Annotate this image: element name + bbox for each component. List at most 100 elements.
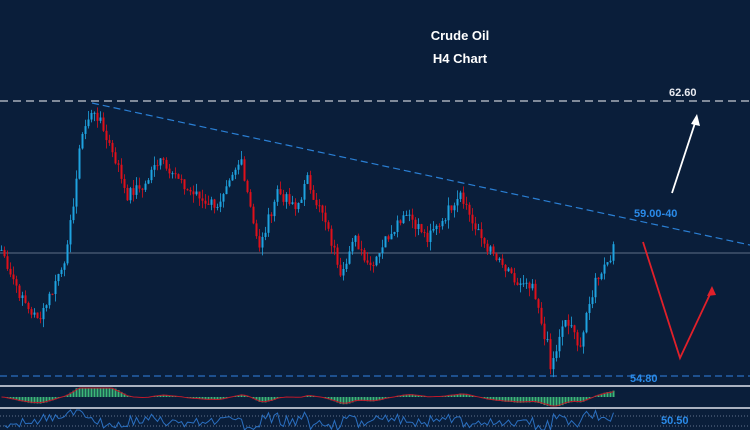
candle (297, 202, 300, 210)
candle (603, 264, 606, 274)
candle (612, 244, 615, 261)
candle (54, 281, 57, 295)
candle (147, 180, 150, 184)
candle (153, 165, 156, 170)
candle (594, 277, 597, 298)
candle (84, 126, 87, 134)
candle (291, 202, 294, 205)
candle (81, 133, 84, 149)
candle (132, 188, 135, 195)
candle (492, 246, 495, 254)
candle (87, 119, 90, 127)
candle (159, 158, 162, 166)
candle (174, 173, 177, 175)
candle (90, 113, 93, 120)
candle (51, 293, 54, 295)
chart-title: Crude Oil (430, 28, 490, 43)
candle (99, 117, 102, 121)
candle (45, 305, 48, 308)
forecast-up-arrow (671, 119, 697, 194)
candle (36, 312, 39, 319)
candle (150, 169, 153, 181)
candle (588, 304, 591, 313)
candle (519, 283, 522, 285)
candle (423, 232, 426, 234)
candle (534, 283, 537, 300)
candle (177, 174, 180, 179)
candle (528, 282, 531, 289)
candle (516, 282, 519, 285)
candle (390, 233, 393, 240)
candle (96, 112, 99, 121)
candle (57, 273, 60, 282)
descending-trendline (91, 102, 750, 246)
candle (273, 201, 276, 217)
candle (267, 214, 270, 233)
candle (435, 225, 438, 230)
candle (459, 192, 462, 199)
candle (402, 215, 405, 224)
candle (3, 249, 6, 257)
candle (531, 283, 534, 289)
candle (333, 245, 336, 248)
candle (453, 205, 456, 211)
forecast-down-arrowhead (707, 286, 716, 296)
candle (33, 312, 36, 315)
candle (405, 214, 408, 216)
candle (108, 140, 111, 143)
candles-group (0, 107, 615, 378)
level-label-59-00-40: 59.00-40 (634, 208, 678, 220)
candle (195, 191, 198, 195)
candle (129, 188, 132, 201)
candle (30, 309, 33, 315)
candle (186, 189, 189, 191)
candle (234, 169, 237, 175)
candle (9, 268, 12, 275)
candle (558, 336, 561, 352)
candle (123, 178, 126, 188)
candle (441, 220, 444, 227)
candle (510, 268, 513, 274)
candle (339, 264, 342, 276)
candle (315, 199, 318, 206)
candle (609, 260, 612, 263)
candle (582, 332, 585, 347)
candle (264, 232, 267, 237)
candle (546, 339, 549, 341)
candle (24, 295, 27, 303)
candle (513, 273, 516, 283)
candle (168, 168, 171, 174)
candle (324, 212, 327, 223)
candle (417, 224, 420, 229)
candle (93, 112, 96, 114)
candle (231, 174, 234, 181)
candle (576, 332, 579, 346)
candle (228, 180, 231, 187)
panel-divider-1 (0, 385, 750, 387)
candle (240, 159, 243, 165)
candle (483, 238, 486, 244)
candle (597, 277, 600, 280)
candle (540, 307, 543, 324)
candle (387, 236, 390, 240)
candle (255, 223, 258, 237)
candle (12, 274, 15, 280)
candle (468, 204, 471, 215)
candle (585, 312, 588, 333)
candle (549, 339, 552, 370)
candle (525, 282, 528, 284)
candle (474, 223, 477, 230)
candle (579, 345, 582, 347)
candle (408, 214, 411, 216)
candle (261, 236, 264, 248)
candle (504, 264, 507, 272)
candle (378, 253, 381, 257)
candle (573, 325, 576, 333)
candle (462, 192, 465, 204)
candle (480, 229, 483, 239)
candle (522, 283, 525, 285)
candle (270, 214, 273, 217)
oscillator-panel (1, 387, 615, 407)
